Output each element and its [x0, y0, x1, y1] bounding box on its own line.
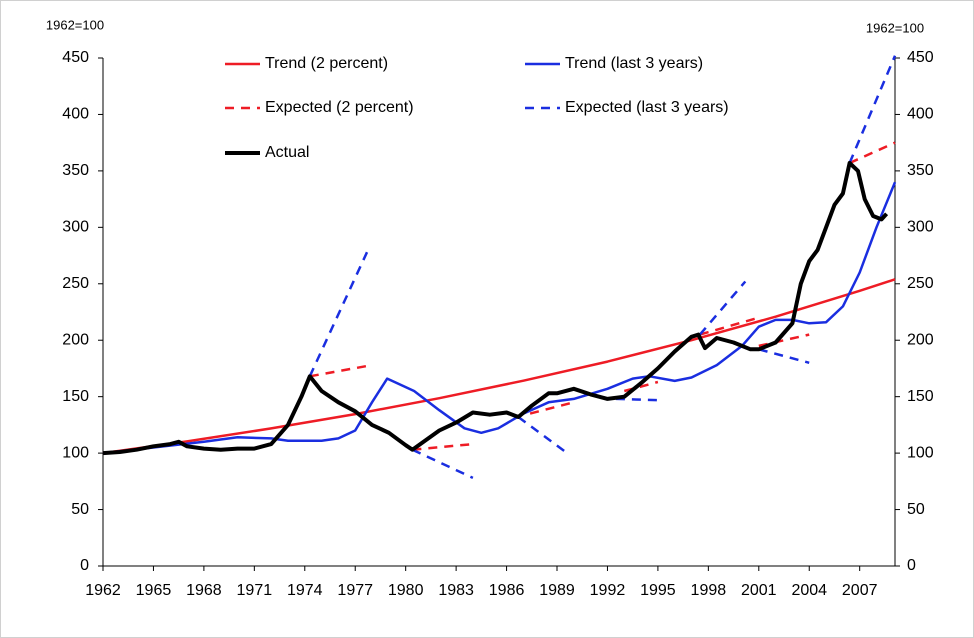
y2-tick-label: 450 [907, 49, 934, 66]
x-tick-label: 1962 [85, 582, 121, 599]
y2-tick-label: 400 [907, 106, 934, 123]
y-tick-label: 100 [62, 444, 89, 461]
series-line [309, 141, 896, 451]
series-line [308, 55, 897, 480]
y2-tick-label: 250 [907, 275, 934, 292]
y2-tick-label: 0 [907, 557, 916, 574]
y-tick-label: 50 [71, 501, 89, 518]
x-tick-label: 1977 [337, 582, 373, 599]
legend-label: Trend (last 3 years) [565, 55, 703, 72]
y-tick-label: 400 [62, 106, 89, 123]
y-tick-label: 300 [62, 219, 89, 236]
x-tick-label: 2001 [741, 582, 777, 599]
y-axis-label: 1962=100 [46, 17, 104, 32]
series-line [102, 278, 896, 455]
y-tick-label: 350 [62, 162, 89, 179]
legend-label: Expected (2 percent) [265, 99, 414, 116]
x-tick-label: 1965 [136, 582, 172, 599]
y2-axis-label: 1962=100 [866, 20, 924, 35]
x-tick-label: 1989 [539, 582, 575, 599]
legend-label: Expected (last 3 years) [565, 99, 729, 116]
y2-tick-label: 50 [907, 501, 925, 518]
series-line [102, 161, 889, 456]
y-tick-label: 0 [80, 557, 89, 574]
x-tick-label: 1995 [640, 582, 676, 599]
y2-tick-label: 300 [907, 219, 934, 236]
y-tick-label: 200 [62, 331, 89, 348]
x-tick-label: 1974 [287, 582, 323, 599]
x-tick-label: 1968 [186, 582, 222, 599]
x-tick-label: 1998 [691, 582, 727, 599]
x-tick-label: 2007 [842, 582, 878, 599]
y-tick-label: 150 [62, 388, 89, 405]
x-tick-label: 1971 [237, 582, 273, 599]
y2-tick-label: 150 [907, 388, 934, 405]
x-tick-label: 1986 [489, 582, 525, 599]
x-tick-label: 1983 [438, 582, 474, 599]
series-line [102, 181, 897, 455]
y2-tick-label: 100 [907, 444, 934, 461]
y2-tick-label: 200 [907, 331, 934, 348]
x-tick-label: 2004 [791, 582, 827, 599]
y-tick-label: 250 [62, 275, 89, 292]
y-tick-label: 450 [62, 49, 89, 66]
legend-label: Actual [265, 144, 309, 161]
legend-label: Trend (2 percent) [265, 55, 388, 72]
x-tick-label: 1992 [590, 582, 626, 599]
x-tick-label: 1980 [388, 582, 424, 599]
y2-tick-label: 350 [907, 162, 934, 179]
